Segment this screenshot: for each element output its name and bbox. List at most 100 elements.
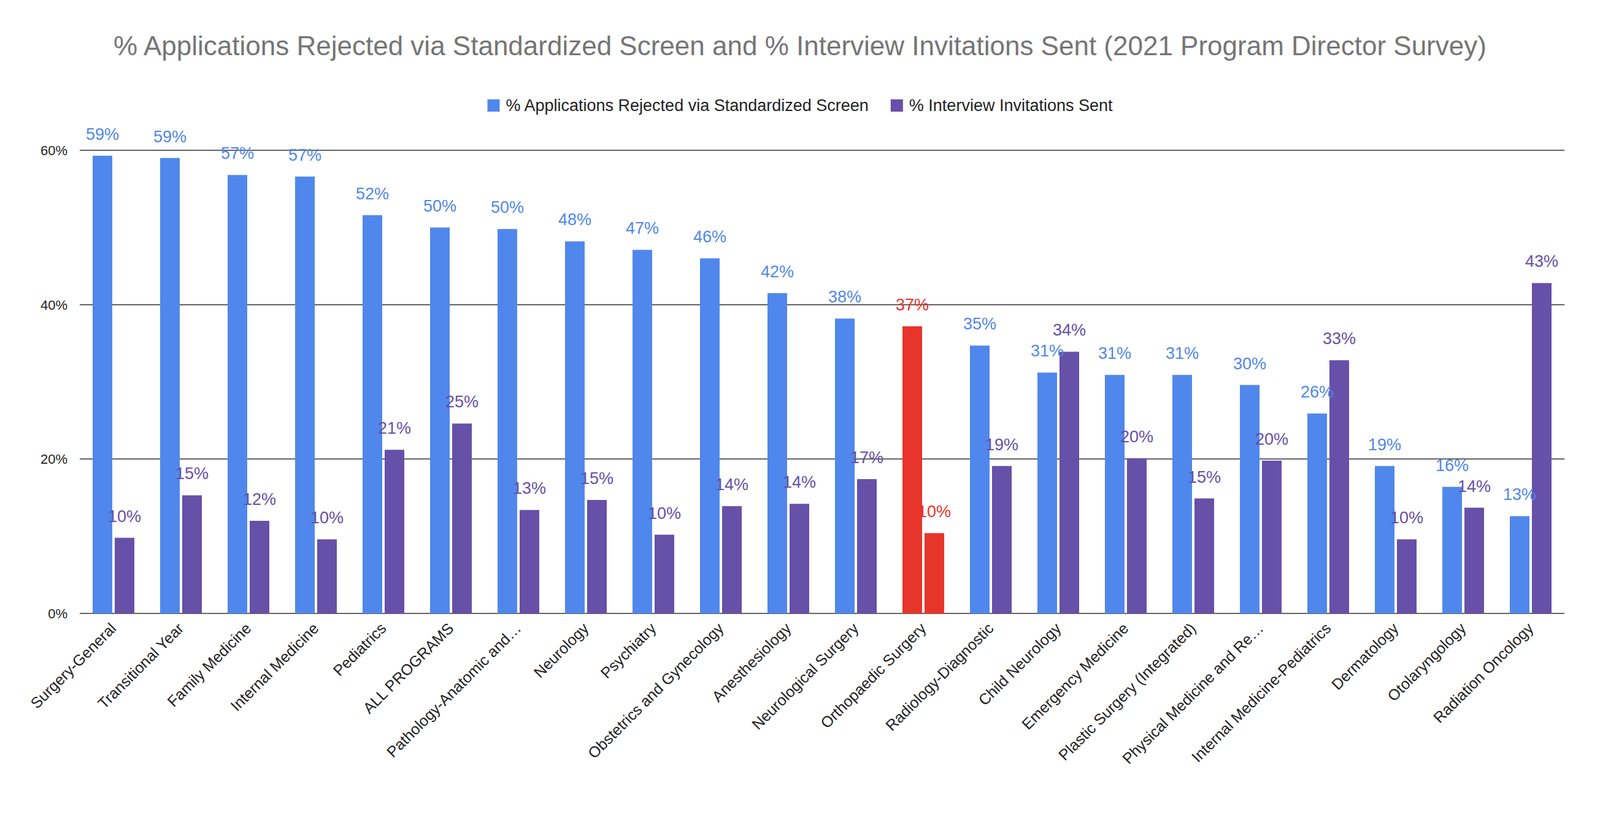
bar: [317, 539, 337, 614]
legend-label: % Interview Invitations Sent: [909, 96, 1113, 115]
data-label: 59%: [153, 127, 187, 147]
bar: [565, 241, 585, 614]
data-label: 14%: [1457, 477, 1491, 496]
data-label: 47%: [625, 219, 659, 238]
bar: [722, 506, 742, 614]
x-tick-label: Radiation Oncology: [1429, 619, 1537, 726]
data-label: 57%: [220, 144, 254, 163]
data-label: 19%: [985, 435, 1019, 454]
bar: [519, 509, 540, 614]
bar: [1509, 515, 1530, 614]
data-label: 17%: [850, 448, 884, 467]
data-label: 10%: [917, 502, 951, 521]
data-label: 10%: [310, 508, 344, 527]
bar: [497, 228, 518, 614]
bar: [1374, 466, 1395, 614]
bar: [430, 227, 450, 614]
bar: [1037, 372, 1058, 614]
data-label: 13%: [1503, 485, 1537, 504]
bar: [1104, 374, 1125, 614]
data-label: 26%: [1300, 382, 1334, 402]
bar: [92, 155, 113, 614]
x-tick-label: Pathology-Anatomic and…: [382, 619, 524, 761]
bar: [857, 479, 877, 614]
data-label: 20%: [1120, 427, 1154, 447]
data-label: 31%: [1030, 341, 1064, 361]
bar: [1396, 539, 1417, 614]
data-label: 21%: [377, 419, 412, 438]
bar: [362, 215, 383, 614]
grid: 0% 20% 40% 60%: [40, 142, 1565, 622]
legend-label: % Applications Rejected via Standardized…: [505, 96, 869, 115]
data-label: 16%: [1435, 456, 1469, 475]
legend: % Applications Rejected via Standardized…: [487, 96, 1113, 115]
chart: % Applications Rejected via Standardized…: [0, 0, 1600, 822]
x-tick-label: Physical Medicine and Re…: [1119, 619, 1267, 768]
y-tick-label: 60%: [40, 142, 68, 159]
data-label: 48%: [558, 210, 592, 229]
bar: [249, 520, 270, 614]
data-label: 10%: [1390, 508, 1424, 527]
x-tick-label: Plastic Surgery (Integrated): [1055, 619, 1200, 764]
x-tick-label: Psychiatry: [596, 619, 660, 682]
bar: [160, 158, 180, 614]
bar: [1261, 460, 1282, 614]
y-tick-label: 40%: [40, 297, 68, 313]
data-label: 42%: [760, 262, 794, 281]
bars: [92, 155, 1552, 614]
bar: [1059, 351, 1080, 614]
bar: [700, 258, 720, 614]
data-label: 20%: [1255, 430, 1289, 449]
data-label: 14%: [782, 473, 816, 492]
bar: [654, 534, 675, 614]
data-label: 15%: [1187, 468, 1221, 487]
bar: [767, 293, 788, 614]
bar: [1464, 507, 1485, 614]
data-label: 59%: [85, 125, 120, 144]
x-tick-label: Pediatrics: [329, 619, 389, 680]
bar: [1442, 487, 1462, 614]
bar: [1307, 413, 1327, 614]
title: % Applications Rejected via Standardized…: [113, 30, 1487, 61]
x-tick-label: Dermatology: [1328, 619, 1402, 693]
data-label: 43%: [1525, 252, 1559, 271]
data-label: 50%: [423, 196, 457, 216]
data-label: 25%: [445, 392, 479, 412]
data-label: 10%: [647, 504, 681, 523]
x-tick-label: Internal Medicine: [226, 619, 322, 715]
bar: [452, 423, 472, 614]
bar: [587, 500, 607, 614]
data-label: 50%: [490, 198, 524, 217]
data-label: 46%: [693, 227, 727, 247]
data-label: 57%: [288, 146, 322, 165]
legend-swatch: [487, 99, 500, 112]
bar: [924, 533, 945, 614]
x-tick-label: Radiology-Diagnostic: [882, 619, 997, 735]
bar: [789, 503, 810, 614]
data-label: 14%: [715, 475, 749, 494]
data-label: 13%: [512, 479, 547, 498]
bar: [902, 326, 923, 614]
y-tick-label: 0%: [47, 606, 68, 622]
legend-swatch: [890, 99, 904, 112]
bar: [632, 249, 653, 614]
data-label: 15%: [175, 464, 209, 483]
bar: [227, 174, 248, 614]
data-label: 31%: [1098, 344, 1132, 363]
bar: [1126, 458, 1147, 614]
data-label: 15%: [580, 469, 614, 488]
x-tick-label: Obstetrics and Gynecology: [584, 619, 727, 762]
bar: [1194, 498, 1215, 614]
data-label: 38%: [828, 287, 862, 307]
bar: [1531, 282, 1552, 614]
data-label: 30%: [1233, 354, 1267, 374]
bar: [1239, 385, 1260, 614]
x-tick-label: Internal Medicine-Pediatrics: [1188, 619, 1335, 766]
data-label: 10%: [107, 507, 142, 526]
bar: [992, 466, 1012, 614]
y-tick-label: 20%: [40, 451, 68, 467]
data-label: 34%: [1052, 320, 1086, 340]
bar: [114, 538, 135, 614]
data-labels: 59%10%59%15%57%12%57%10%52%21%50%25%50%1…: [85, 125, 1559, 527]
x-tick-label: Neurology: [530, 619, 593, 681]
